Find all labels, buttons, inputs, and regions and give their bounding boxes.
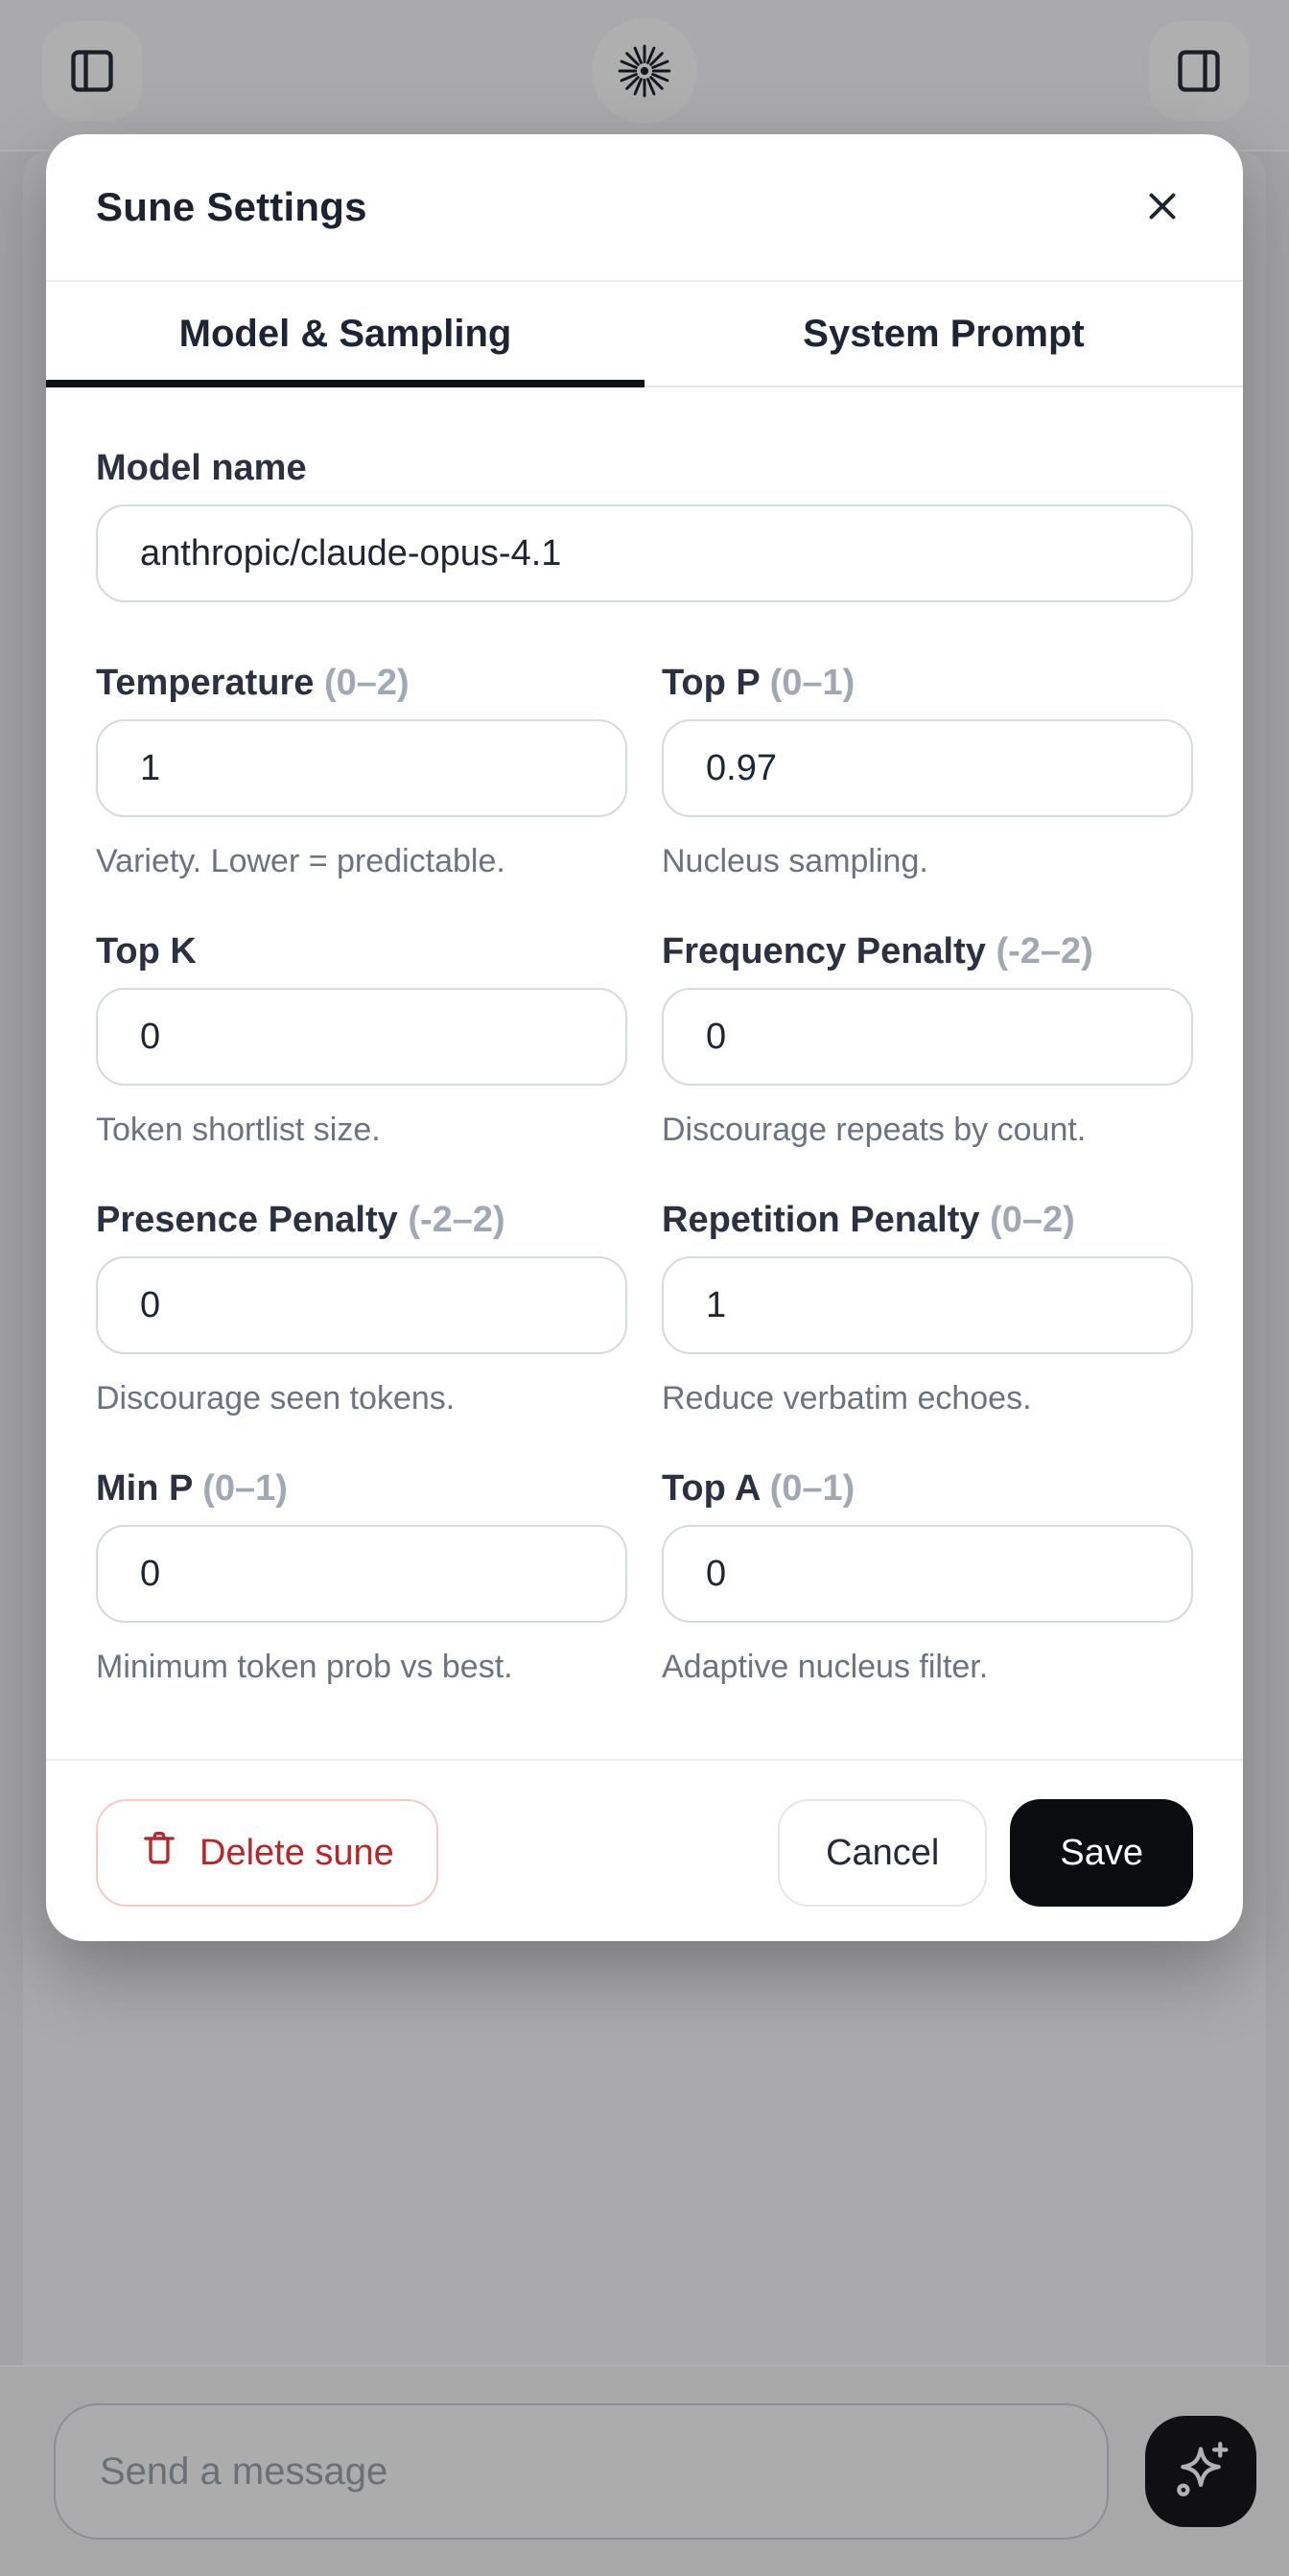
top-p-range: (0–1) [769, 663, 855, 703]
top-bar [0, 0, 1289, 152]
min-p-help: Minimum token prob vs best. [96, 1649, 513, 1685]
presence-penalty-input[interactable] [96, 1256, 627, 1354]
temperature-input[interactable] [96, 719, 627, 817]
temperature-field: Temperature (0–2) Variety. Lower = predi… [96, 664, 627, 878]
temperature-label: Temperature [96, 663, 315, 703]
repetition-penalty-input[interactable] [662, 1256, 1193, 1354]
message-input[interactable] [54, 2403, 1109, 2540]
panel-left-icon [67, 46, 117, 96]
repetition-penalty-range: (0–2) [990, 1200, 1075, 1240]
frequency-penalty-field: Frequency Penalty (-2–2) Discourage repe… [662, 932, 1193, 1147]
top-a-field: Top A (0–1) Adaptive nucleus filter. [662, 1469, 1193, 1684]
sidebar-toggle-button[interactable] [42, 21, 142, 121]
tab-model-sampling[interactable]: Model & Sampling [46, 282, 644, 387]
sune-settings-dialog: Sune Settings Model & Sampling System Pr… [46, 134, 1243, 1941]
temperature-range: (0–2) [323, 663, 410, 703]
top-k-label: Top K [96, 931, 197, 972]
sune-avatar-button[interactable] [592, 18, 697, 124]
starburst-icon [617, 43, 672, 99]
footer-actions: Cancel Save [778, 1799, 1193, 1907]
trash-icon [140, 1829, 178, 1877]
top-a-input[interactable] [662, 1525, 1193, 1623]
cancel-button[interactable]: Cancel [778, 1799, 988, 1907]
top-a-range: (0–1) [769, 1468, 855, 1509]
model-name-label: Model name [96, 448, 307, 488]
dialog-header: Sune Settings [46, 134, 1243, 282]
presence-penalty-field: Presence Penalty (-2–2) Discourage seen … [96, 1201, 627, 1416]
frequency-penalty-help: Discourage repeats by count. [662, 1112, 1087, 1148]
presence-penalty-help: Discourage seen tokens. [96, 1380, 456, 1417]
top-a-label: Top A [662, 1468, 760, 1509]
model-name-field: Model name [96, 449, 1193, 602]
save-button[interactable]: Save [1010, 1799, 1193, 1907]
top-a-help: Adaptive nucleus filter. [662, 1649, 989, 1685]
model-name-input[interactable] [96, 504, 1193, 602]
dialog-tabs: Model & Sampling System Prompt [46, 282, 1243, 387]
dialog-title: Sune Settings [96, 184, 367, 229]
dialog-footer: Delete sune Cancel Save [46, 1759, 1243, 1941]
frequency-penalty-input[interactable] [662, 988, 1193, 1086]
min-p-label: Min P [96, 1468, 193, 1509]
repetition-penalty-field: Repetition Penalty (0–2) Reduce verbatim… [662, 1201, 1193, 1416]
message-composer [0, 2365, 1289, 2576]
temperature-help: Variety. Lower = predictable. [96, 843, 505, 879]
presence-penalty-range: (-2–2) [408, 1200, 505, 1240]
right-panel-toggle-button[interactable] [1149, 21, 1249, 121]
panel-right-icon [1174, 46, 1224, 96]
presence-penalty-label: Presence Penalty [96, 1200, 398, 1240]
min-p-input[interactable] [96, 1525, 627, 1623]
min-p-field: Min P (0–1) Minimum token prob vs best. [96, 1469, 627, 1684]
close-button[interactable] [1124, 169, 1201, 246]
tab-system-prompt[interactable]: System Prompt [644, 282, 1243, 386]
repetition-penalty-label: Repetition Penalty [662, 1200, 980, 1240]
top-k-input[interactable] [96, 988, 627, 1086]
repetition-penalty-help: Reduce verbatim echoes. [662, 1380, 1032, 1417]
min-p-range: (0–1) [202, 1468, 288, 1509]
top-p-field: Top P (0–1) Nucleus sampling. [662, 664, 1193, 878]
top-p-input[interactable] [662, 719, 1193, 817]
delete-sune-button[interactable]: Delete sune [96, 1799, 438, 1907]
sparkles-icon [1170, 2440, 1231, 2504]
top-p-help: Nucleus sampling. [662, 843, 928, 879]
close-icon [1140, 184, 1184, 231]
frequency-penalty-range: (-2–2) [996, 931, 1093, 972]
parameter-grid: Temperature (0–2) Variety. Lower = predi… [96, 664, 1193, 1684]
generate-button[interactable] [1145, 2416, 1256, 2527]
top-k-help: Token shortlist size. [96, 1112, 381, 1148]
top-p-label: Top P [662, 663, 761, 703]
top-k-field: Top K Token shortlist size. [96, 932, 627, 1147]
dialog-content: Model name Temperature (0–2) Variety. Lo… [46, 387, 1243, 1759]
delete-sune-label: Delete sune [199, 1832, 394, 1873]
frequency-penalty-label: Frequency Penalty [662, 931, 986, 972]
